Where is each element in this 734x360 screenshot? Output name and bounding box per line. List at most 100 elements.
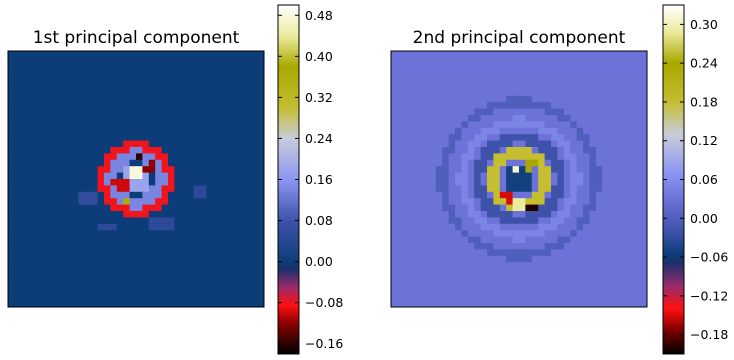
heatmap-cell xyxy=(615,275,622,282)
heatmap-cell xyxy=(225,255,233,263)
heatmap-cell xyxy=(397,115,405,122)
heatmap-cell xyxy=(455,287,462,295)
heatmap-cell xyxy=(8,102,15,109)
heatmap-cell xyxy=(461,236,469,244)
heatmap-cell xyxy=(20,51,28,58)
heatmap-cell xyxy=(435,300,443,308)
heatmap-cell xyxy=(563,121,571,129)
heatmap-cell xyxy=(129,70,137,77)
heatmap-cell xyxy=(493,140,501,148)
heatmap-cell xyxy=(244,83,252,90)
heatmap-cell xyxy=(615,134,622,141)
heatmap-cell xyxy=(640,70,648,77)
heatmap-cell xyxy=(59,63,66,71)
heatmap-cell xyxy=(538,115,545,122)
heatmap-cell xyxy=(123,243,130,250)
colorbar-tick-label: −0.16 xyxy=(305,336,343,351)
heatmap-cell xyxy=(455,140,462,148)
heatmap-cell xyxy=(531,185,539,193)
heatmap-cell xyxy=(20,134,28,141)
heatmap-cell xyxy=(155,63,162,71)
heatmap-cell xyxy=(52,115,60,122)
heatmap-cell xyxy=(551,281,558,289)
heatmap-cell xyxy=(232,172,239,180)
heatmap-cell xyxy=(448,153,456,161)
heatmap-cell xyxy=(435,153,443,161)
heatmap-cell xyxy=(123,147,130,154)
heatmap-cell xyxy=(20,223,28,231)
heatmap-cell xyxy=(244,108,252,116)
heatmap-cell xyxy=(499,153,507,161)
heatmap-cell xyxy=(640,159,648,167)
heatmap-cell xyxy=(589,127,597,135)
heatmap-cell xyxy=(583,300,590,308)
heatmap-cell xyxy=(531,287,539,295)
heatmap-cell xyxy=(576,198,584,205)
heatmap-cell xyxy=(461,134,469,141)
heatmap-cell xyxy=(538,95,545,103)
heatmap-cell xyxy=(442,230,449,237)
heatmap-cell xyxy=(627,159,635,167)
heatmap-cell xyxy=(397,76,405,84)
heatmap-cell xyxy=(232,198,239,205)
heatmap-cell xyxy=(397,281,405,289)
heatmap-cell xyxy=(168,140,175,148)
panel-1-colorbar-ticks: 0.480.400.320.240.160.080.00−0.08−0.16 xyxy=(278,8,343,351)
heatmap-cell xyxy=(238,140,246,148)
colorbar-tick-label: 0.00 xyxy=(690,211,718,226)
heatmap-cell xyxy=(187,134,194,141)
heatmap-cell xyxy=(206,153,214,161)
heatmap-cell xyxy=(27,76,34,84)
heatmap-cell xyxy=(563,89,571,97)
heatmap-cell xyxy=(506,83,513,90)
heatmap-cell xyxy=(435,147,443,154)
heatmap-cell xyxy=(212,166,220,173)
heatmap-cell xyxy=(200,134,207,141)
heatmap-cell xyxy=(206,76,214,84)
heatmap-cell xyxy=(200,249,207,257)
heatmap-cell xyxy=(608,134,616,141)
heatmap-cell xyxy=(148,294,156,301)
heatmap-cell xyxy=(104,255,111,263)
heatmap-cell xyxy=(161,147,169,154)
heatmap-cell xyxy=(455,268,462,276)
heatmap-cell xyxy=(225,70,233,77)
heatmap-cell xyxy=(435,185,443,193)
heatmap-cell xyxy=(627,198,635,205)
heatmap-cell xyxy=(410,159,417,167)
heatmap-cell xyxy=(33,179,41,186)
heatmap-cell xyxy=(72,70,79,77)
heatmap-cell xyxy=(33,204,41,212)
heatmap-cell xyxy=(116,236,124,244)
heatmap-cell xyxy=(46,223,54,231)
heatmap-cell xyxy=(40,262,47,269)
heatmap-cell xyxy=(557,300,565,308)
heatmap-cell xyxy=(403,223,411,231)
heatmap-cell xyxy=(33,147,41,154)
heatmap-cell xyxy=(33,243,41,250)
heatmap-cell xyxy=(116,159,124,167)
heatmap-cell xyxy=(65,294,73,301)
heatmap-cell xyxy=(123,153,130,161)
heatmap-cell xyxy=(46,230,54,237)
heatmap-cell xyxy=(621,300,629,308)
heatmap-cell xyxy=(257,153,265,161)
heatmap-cell xyxy=(576,51,584,58)
heatmap-cell xyxy=(525,230,533,237)
heatmap-cell xyxy=(499,70,507,77)
heatmap-cell xyxy=(634,275,641,282)
heatmap-cell xyxy=(525,95,533,103)
heatmap-cell xyxy=(583,185,590,193)
heatmap-cell xyxy=(531,294,539,301)
heatmap-cell xyxy=(519,198,526,205)
heatmap-cell xyxy=(583,268,590,276)
heatmap-cell xyxy=(212,108,220,116)
heatmap-cell xyxy=(225,223,233,231)
heatmap-cell xyxy=(467,153,475,161)
heatmap-cell xyxy=(410,121,417,129)
heatmap-cell xyxy=(595,185,603,193)
heatmap-cell xyxy=(627,268,635,276)
heatmap-cell xyxy=(180,70,188,77)
heatmap-cell xyxy=(634,223,641,231)
heatmap-cell xyxy=(65,198,73,205)
